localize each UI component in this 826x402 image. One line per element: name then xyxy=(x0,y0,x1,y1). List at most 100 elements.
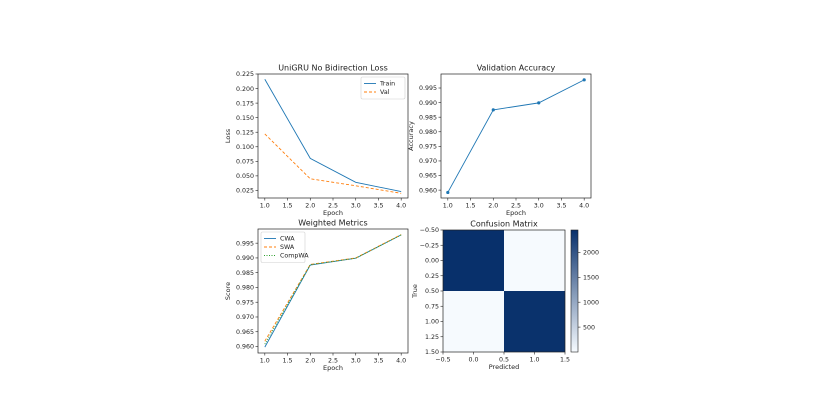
legend-label: Train xyxy=(379,81,395,88)
y-axis-label: True xyxy=(411,284,419,299)
y-tick-label: 0.960 xyxy=(419,187,437,194)
y-tick-label: 0.990 xyxy=(419,100,437,107)
y-tick-label: 1.00 xyxy=(425,319,439,326)
y-tick-label: 0.50 xyxy=(425,288,439,295)
y-tick-label: 0.970 xyxy=(419,158,437,165)
x-tick-label: 1.0 xyxy=(443,203,453,210)
y-tick-label: 0.125 xyxy=(236,129,254,136)
data-point xyxy=(582,78,586,82)
y-tick-label: 0.25 xyxy=(425,273,439,280)
y-tick-label: 0.175 xyxy=(236,100,254,107)
plot-frame xyxy=(257,73,409,199)
legend-label: SWA xyxy=(280,244,295,251)
x-axis-label: Predicted xyxy=(489,363,520,371)
x-tick-label: 0.0 xyxy=(468,357,478,364)
x-tick-label: 1.5 xyxy=(283,203,293,210)
plot-frame xyxy=(442,229,566,353)
y-tick-label: 0.980 xyxy=(236,285,254,292)
y-tick-label: 0.075 xyxy=(236,159,254,166)
weighted-metrics-chart: Weighted Metrics 1.0 1.5 2.0 2.5 3.0 3.5 4.0 0.9… xyxy=(224,219,409,372)
confusion-matrix-chart: Confusion Matrix −0.5 0.0 0.5 1.0 1.5 −0.50 −0.… xyxy=(411,220,599,372)
legend-label: CompWA xyxy=(280,253,309,260)
series-line-train xyxy=(264,79,402,193)
chart-title: Validation Accuracy xyxy=(477,64,556,73)
y-tick-label: −0.25 xyxy=(420,242,439,249)
x-axis-label: Epoch xyxy=(323,364,343,372)
heatmap-cell xyxy=(504,230,565,291)
x-tick-label: 2.0 xyxy=(305,203,315,210)
x-tick-label: 1.5 xyxy=(466,203,476,210)
colorbar-tick-label: 2000 xyxy=(583,250,599,257)
y-axis-label: Accuracy xyxy=(407,121,415,151)
y-tick-label: 0.200 xyxy=(236,86,254,93)
x-tick-label: 1.5 xyxy=(560,357,570,364)
x-tick-label: 3.5 xyxy=(373,358,383,365)
x-tick-label: 2.0 xyxy=(305,358,315,365)
x-axis-label: Epoch xyxy=(323,209,343,217)
colorbar-tick-label: 500 xyxy=(583,324,595,331)
plot-frame xyxy=(440,73,592,199)
y-tick-label: 1.25 xyxy=(425,334,439,341)
y-tick-label: 0.965 xyxy=(419,173,437,180)
plot-frame xyxy=(257,228,409,354)
x-tick-label: 0.5 xyxy=(499,357,509,364)
y-tick-label: −0.50 xyxy=(420,227,439,234)
y-tick-label: 0.100 xyxy=(236,144,254,151)
y-tick-label: 0.75 xyxy=(425,303,439,310)
heatmap-cell xyxy=(504,291,565,352)
chart-title: UniGRU No Bidirection Loss xyxy=(278,64,388,73)
colorbar-tick-label: 1500 xyxy=(583,275,599,282)
x-tick-label: 2.0 xyxy=(488,203,498,210)
y-tick-label: 0.025 xyxy=(236,188,254,195)
y-axis-label: Loss xyxy=(224,128,232,143)
legend-box xyxy=(360,76,406,100)
data-point xyxy=(446,190,450,195)
x-tick-label: 3.0 xyxy=(534,203,544,210)
y-tick-label: 0.985 xyxy=(236,270,254,277)
legend-label: Val xyxy=(380,89,390,96)
y-tick-label: 0.975 xyxy=(419,144,437,151)
y-tick-label: 0.965 xyxy=(236,329,254,336)
y-tick-label: 0.990 xyxy=(236,255,254,262)
legend-box xyxy=(260,231,306,263)
y-tick-label: 0.975 xyxy=(236,299,254,306)
y-tick-label: 0.150 xyxy=(236,115,254,122)
y-tick-label: 0.995 xyxy=(236,240,254,247)
x-tick-label: 1.0 xyxy=(260,358,270,365)
series-line-compwa xyxy=(264,234,402,345)
x-tick-label: 2.5 xyxy=(328,358,338,365)
x-tick-label: −0.5 xyxy=(435,357,450,364)
chart-title: Confusion Matrix xyxy=(470,220,538,229)
x-tick-label: 1.0 xyxy=(529,357,539,364)
x-tick-label: 3.0 xyxy=(351,203,361,210)
x-tick-label: 2.5 xyxy=(328,203,338,210)
x-tick-label: 4.0 xyxy=(396,203,406,210)
validation-accuracy-chart: Validation Accuracy 1.0 1.5 2.0 2.5 3.0 3.5 4.0… xyxy=(407,64,592,217)
heatmap-cell xyxy=(443,230,504,291)
y-tick-label: 0.960 xyxy=(236,344,254,351)
loss-chart: UniGRU No Bidirection Loss 1.0 1.5 2.0 2.5 3.… xyxy=(224,64,409,217)
y-tick-label: 0.970 xyxy=(236,314,254,321)
chart-title: Weighted Metrics xyxy=(298,219,367,228)
x-tick-label: 3.0 xyxy=(351,358,361,365)
y-tick-label: 0.050 xyxy=(236,173,254,180)
y-tick-label: 1.50 xyxy=(425,349,439,356)
x-tick-label: 4.0 xyxy=(579,203,589,210)
data-point xyxy=(491,108,495,112)
y-tick-label: 0.00 xyxy=(425,258,439,265)
y-axis-label: Score xyxy=(224,282,232,300)
legend-label: CWA xyxy=(280,236,295,243)
heatmap-cell xyxy=(443,291,504,352)
x-tick-label: 1.0 xyxy=(260,203,270,210)
y-tick-label: 0.225 xyxy=(236,71,254,78)
x-tick-label: 4.0 xyxy=(396,358,406,365)
x-tick-label: 1.5 xyxy=(283,358,293,365)
y-tick-label: 0.985 xyxy=(419,114,437,121)
y-tick-label: 0.995 xyxy=(419,85,437,92)
x-tick-label: 3.5 xyxy=(373,203,383,210)
colorbar xyxy=(570,229,579,353)
series-line-accuracy xyxy=(447,79,585,193)
x-tick-label: 3.5 xyxy=(556,203,566,210)
series-line-val xyxy=(264,133,402,194)
